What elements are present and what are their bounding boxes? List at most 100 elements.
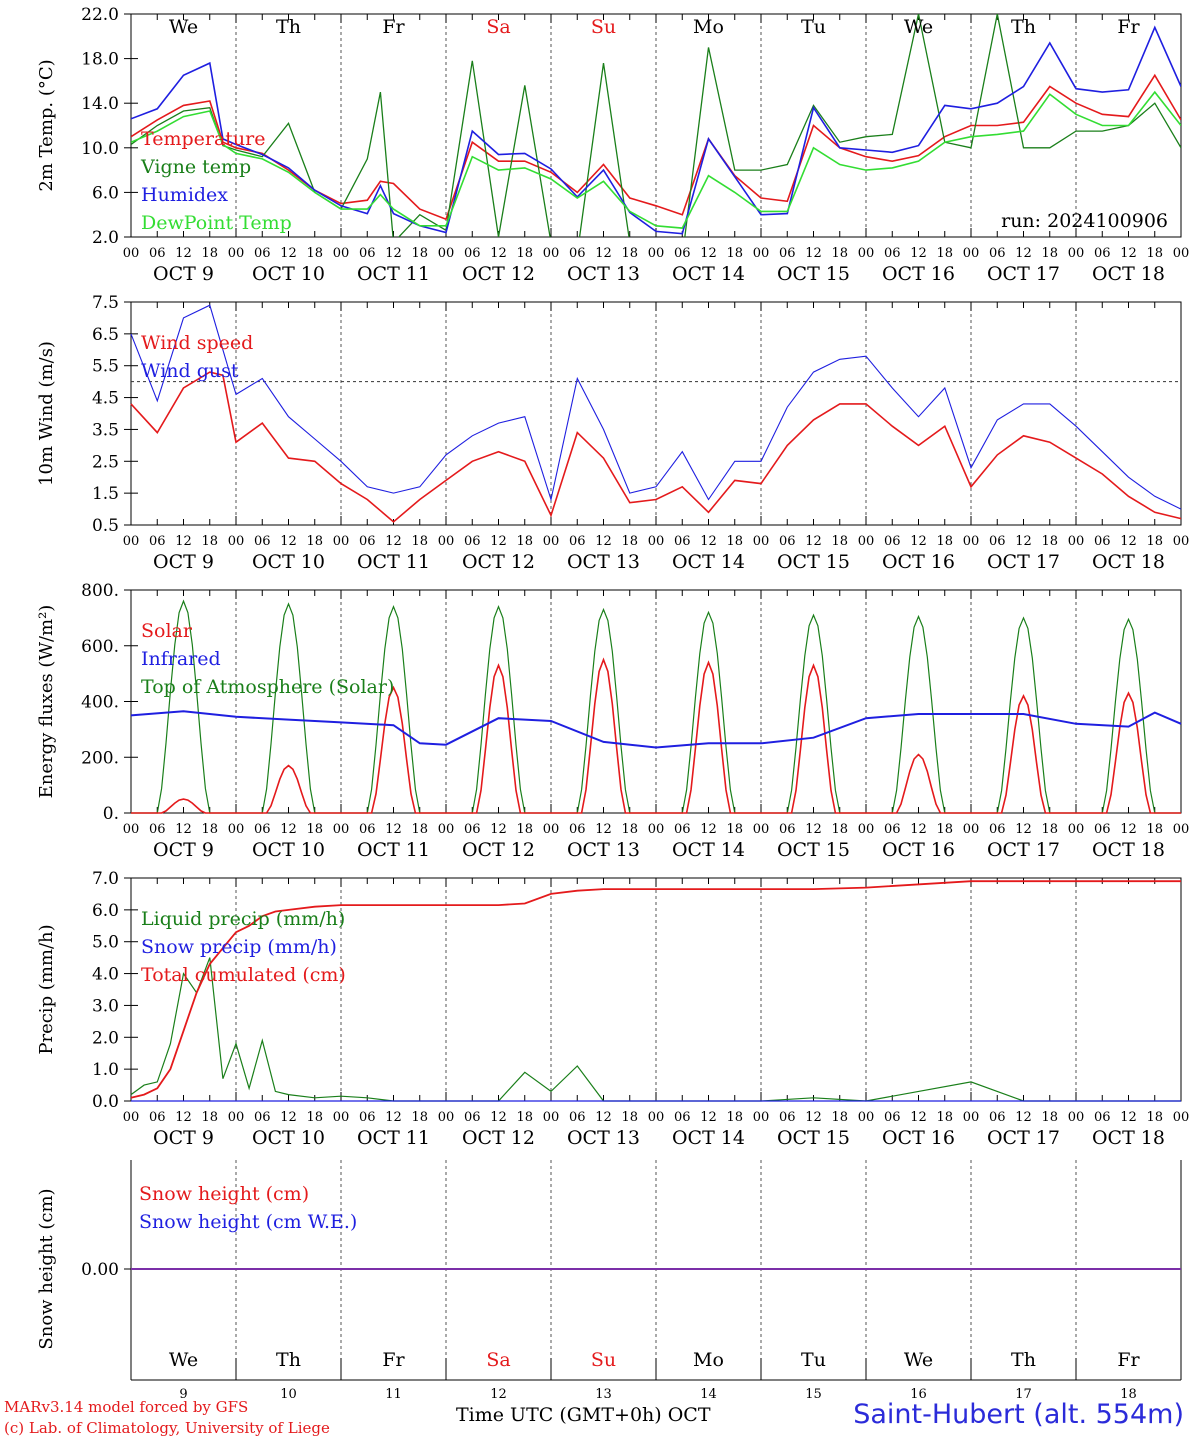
hour-tick-label: 18	[306, 246, 323, 261]
hour-tick-label: 06	[359, 246, 376, 261]
hour-tick-label: 12	[1120, 534, 1137, 549]
date-label: OCT 17	[987, 839, 1060, 861]
day-number-label: 10	[280, 1387, 297, 1402]
hour-tick-label: 06	[254, 822, 271, 837]
hour-tick-label: 06	[1094, 534, 1111, 549]
hour-tick-label: 12	[805, 246, 822, 261]
date-label: OCT 16	[882, 551, 955, 573]
date-label: OCT 10	[252, 551, 325, 573]
weekday-label: Th	[1011, 16, 1036, 38]
hour-tick-label: 00	[438, 1110, 455, 1125]
day-number-label: 13	[595, 1387, 612, 1402]
date-label: OCT 12	[462, 1127, 535, 1149]
hour-tick-label: 00	[438, 822, 455, 837]
date-label: OCT 10	[252, 263, 325, 285]
legend-wind-gust: Wind gust	[141, 360, 239, 382]
hour-tick-label: 00	[648, 534, 665, 549]
hour-tick-label: 06	[254, 1110, 271, 1125]
hour-tick-label: 12	[175, 822, 192, 837]
y-tick-label: 7.0	[92, 869, 119, 889]
hour-tick-label: 18	[1041, 534, 1058, 549]
hour-tick-label: 06	[989, 246, 1006, 261]
legend-snow-height-cm-w-e-: Snow height (cm W.E.)	[139, 1211, 357, 1233]
date-label: OCT 12	[462, 551, 535, 573]
hour-tick-label: 06	[884, 534, 901, 549]
y-axis-label: Snow height (cm)	[36, 1188, 57, 1349]
date-label: OCT 18	[1092, 551, 1165, 573]
day-number-label: 9	[179, 1387, 187, 1402]
hour-tick-label: 12	[175, 534, 192, 549]
hour-tick-label: 18	[201, 246, 218, 261]
hour-tick-label: 00	[333, 822, 350, 837]
hour-tick-label: 06	[1094, 246, 1111, 261]
day-number-label: 11	[385, 1387, 402, 1402]
weekday-label: Mo	[693, 16, 724, 38]
y-tick-label: 200.	[81, 748, 119, 768]
hour-tick-label: 06	[359, 822, 376, 837]
hour-tick-label: 18	[831, 1110, 848, 1125]
y-tick-label: 6.0	[92, 901, 119, 921]
hour-tick-label: 12	[910, 534, 927, 549]
date-label: OCT 14	[672, 551, 745, 573]
hour-tick-label: 00	[648, 822, 665, 837]
series-wind-gust	[130, 304, 1182, 510]
hour-tick-label: 06	[779, 1110, 796, 1125]
hour-tick-label: 18	[1041, 1110, 1058, 1125]
series-solar	[131, 657, 1181, 814]
hour-tick-label: 18	[516, 246, 533, 261]
y-tick-label: 1.5	[92, 484, 119, 504]
hour-tick-label: 18	[936, 822, 953, 837]
hour-tick-label: 00	[648, 1110, 665, 1125]
y-tick-label: 0.0	[92, 1092, 119, 1112]
hour-tick-label: 12	[280, 822, 297, 837]
hour-tick-label: 06	[569, 822, 586, 837]
hour-tick-label: 06	[569, 534, 586, 549]
weekday-label: We	[169, 1349, 198, 1371]
date-label: OCT 9	[153, 263, 214, 285]
hour-tick-label: 12	[805, 1110, 822, 1125]
hour-tick-label: 18	[411, 534, 428, 549]
hour-tick-label: 00	[963, 822, 980, 837]
legend-solar: Solar	[141, 620, 193, 642]
weekday-label: Mo	[693, 1349, 724, 1371]
hour-tick-label: 12	[700, 1110, 717, 1125]
hour-tick-label: 18	[621, 534, 638, 549]
date-label: OCT 10	[252, 839, 325, 861]
hour-tick-label: 00	[753, 534, 770, 549]
weekday-label: Tu	[801, 16, 826, 38]
hour-tick-label: 06	[989, 534, 1006, 549]
hour-tick-label: 06	[149, 822, 166, 837]
hour-tick-label: 18	[936, 1110, 953, 1125]
legend-infrared: Infrared	[141, 648, 221, 670]
day-number-label: 16	[910, 1387, 927, 1402]
hour-tick-label: 00	[543, 1110, 560, 1125]
y-tick-label: 1.0	[92, 1060, 119, 1080]
hour-tick-label: 06	[674, 534, 691, 549]
legend-wind-speed: Wind speed	[141, 332, 253, 354]
hour-tick-label: 12	[490, 1110, 507, 1125]
weekday-label: Su	[591, 1349, 616, 1371]
date-label: OCT 14	[672, 1127, 745, 1149]
hour-tick-label: 06	[464, 822, 481, 837]
day-number-label: 14	[700, 1387, 717, 1402]
hour-tick-label: 06	[464, 246, 481, 261]
series-wind-speed	[130, 371, 1182, 523]
y-tick-label: 18.0	[81, 50, 119, 70]
hour-tick-label: 18	[201, 534, 218, 549]
y-tick-label: 800.	[81, 581, 119, 601]
hour-tick-label: 00	[543, 534, 560, 549]
hour-tick-label: 06	[779, 822, 796, 837]
hour-tick-label: 00	[753, 1110, 770, 1125]
hour-tick-label: 00	[228, 1110, 245, 1125]
model-credit: MARv3.14 model forced by GFS	[4, 1398, 249, 1416]
weekday-label: We	[904, 1349, 933, 1371]
hour-tick-label: 00	[228, 534, 245, 549]
day-number-label: 12	[490, 1387, 507, 1402]
weekday-label: Fr	[382, 1349, 405, 1371]
weekday-label: Sa	[486, 16, 510, 38]
y-tick-label: 600.	[81, 637, 119, 657]
hour-tick-label: 12	[700, 822, 717, 837]
date-label: OCT 14	[672, 839, 745, 861]
panel-frame-3	[130, 589, 1182, 814]
